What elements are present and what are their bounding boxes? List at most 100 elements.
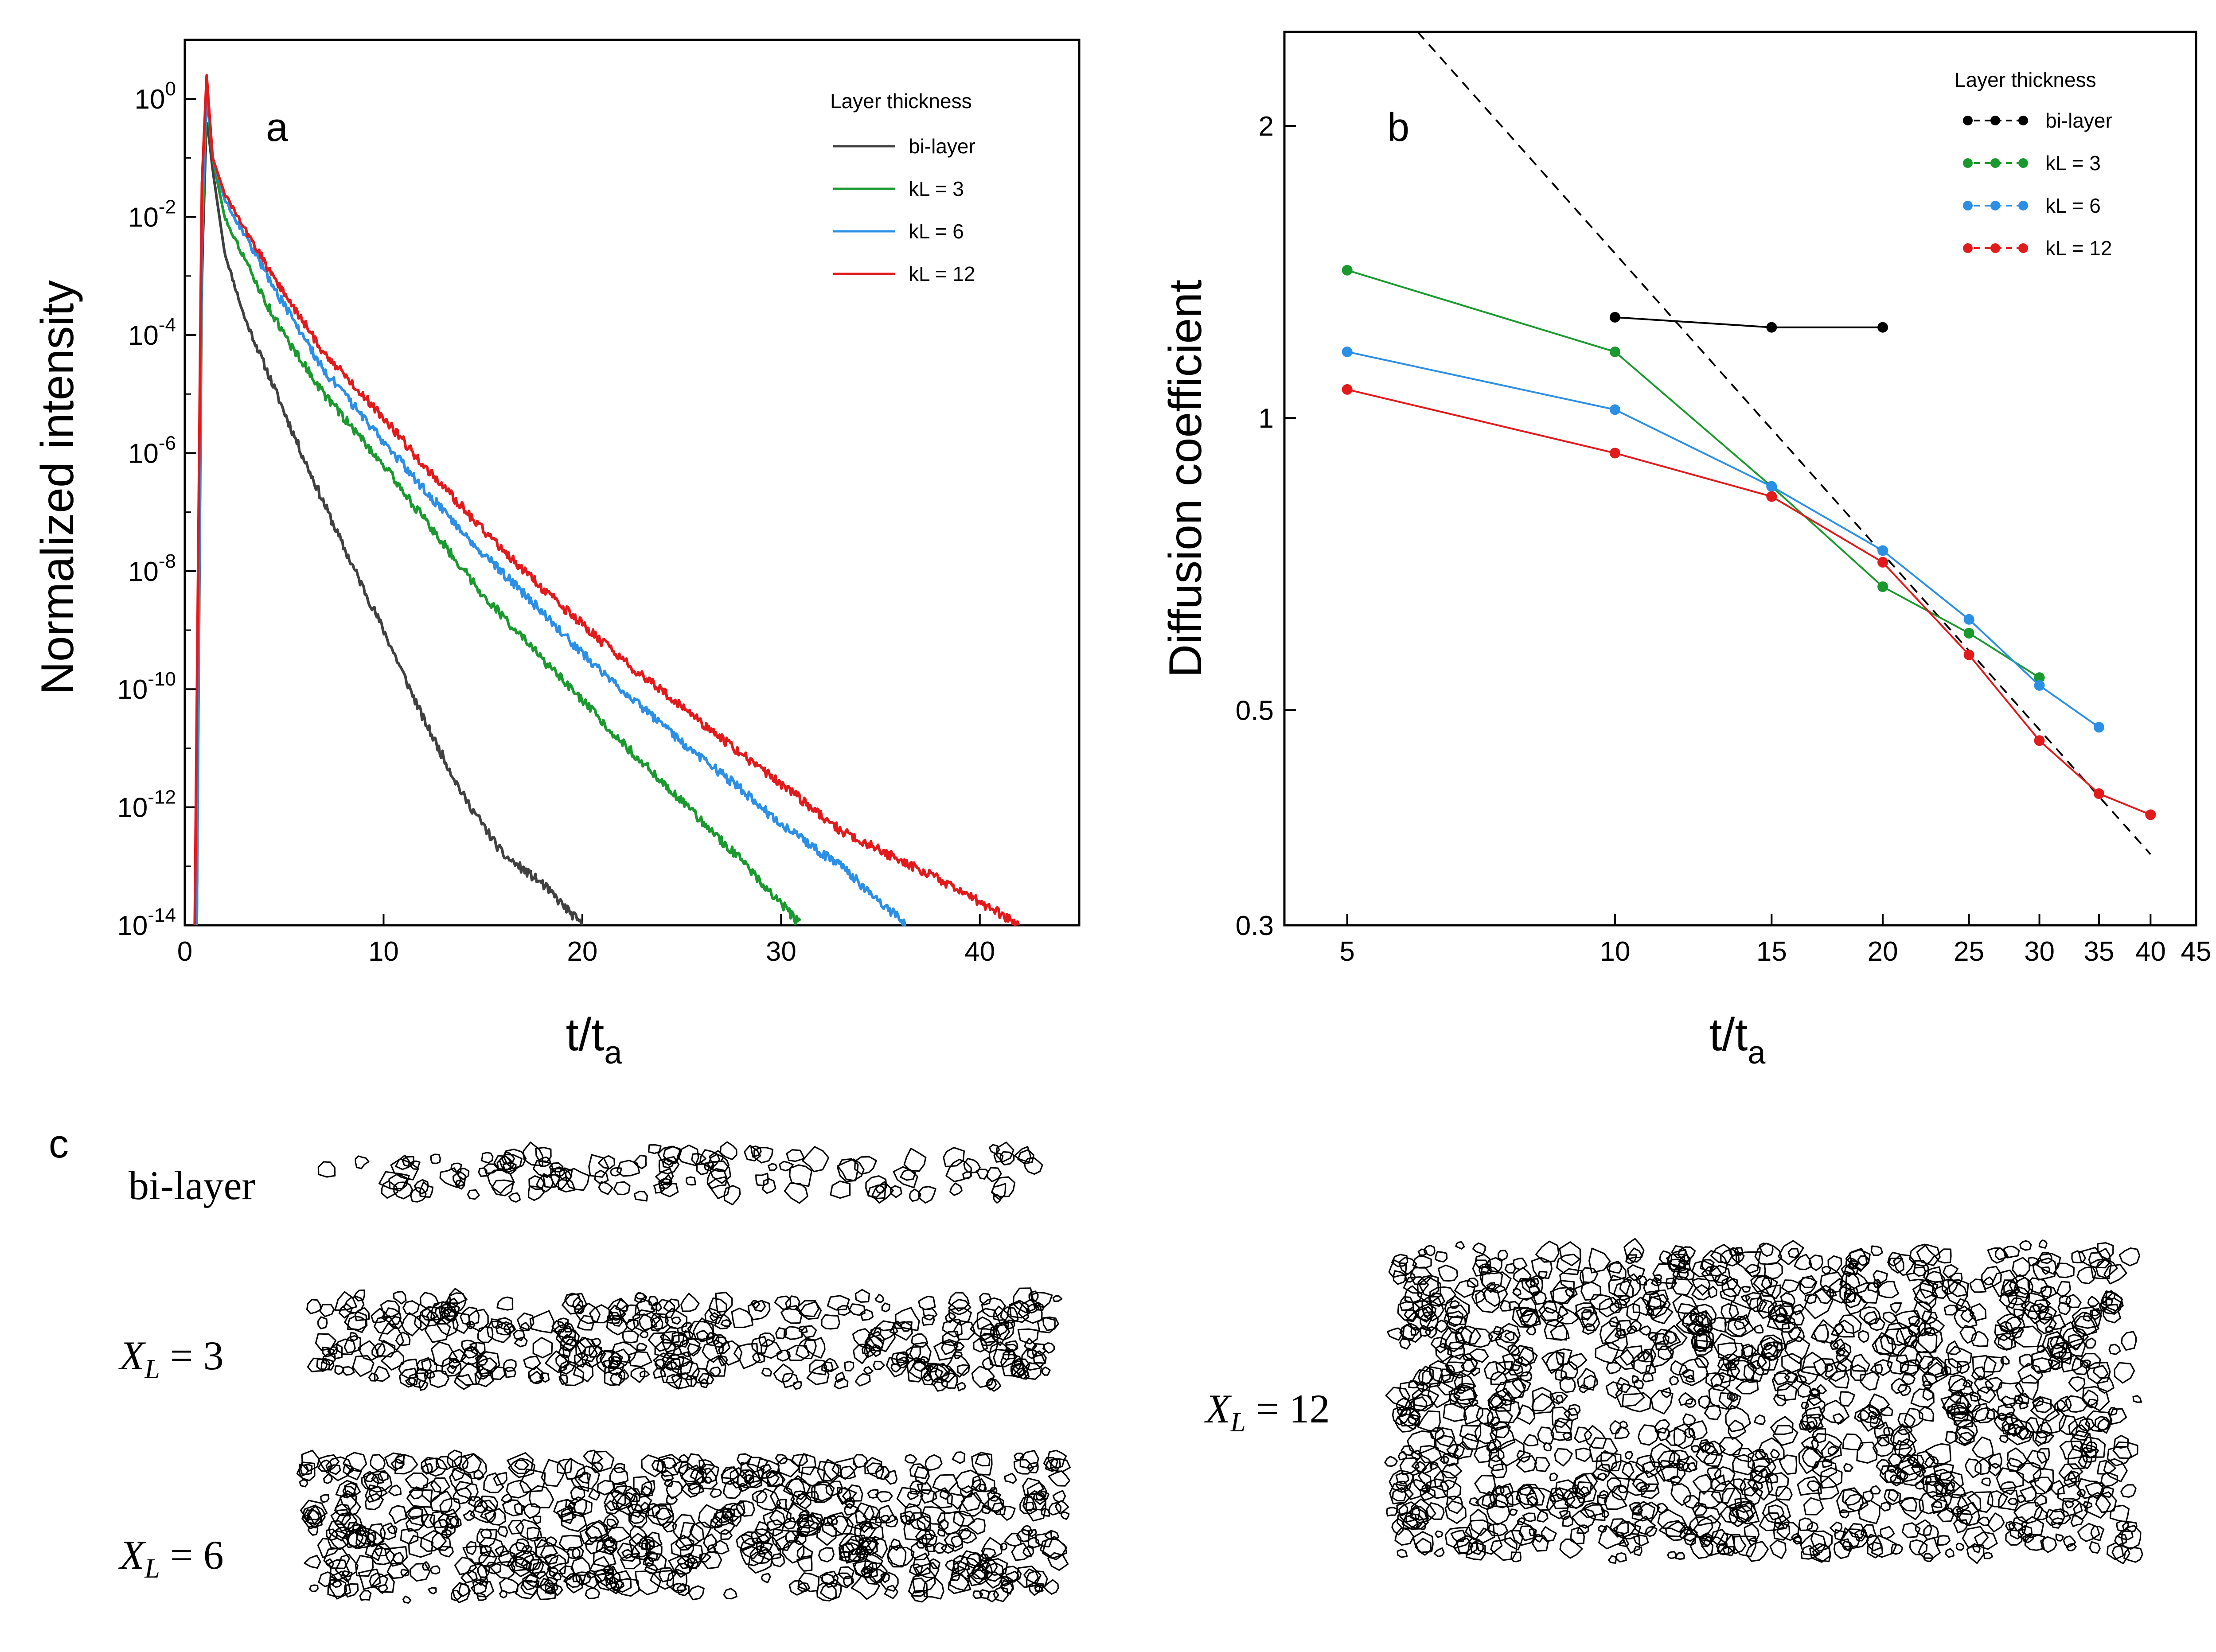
b-y-tick-label: 0.5	[1236, 695, 1274, 726]
panel-c-particle-layers: c bi-layer XL = 3 XL = 6 XL = 12	[49, 1122, 2143, 1604]
b-legend-entry-1: kL = 3	[2045, 152, 2101, 175]
b-series-line-0	[1615, 316, 1883, 328]
sample-label-bilayer: bi-layer	[129, 1163, 255, 1208]
a-y-tick-label: 10-2	[128, 196, 176, 233]
panel-b-y-ticks: 0.3 0.5 1 2	[1236, 111, 1296, 941]
a-y-tick-label: 100	[135, 78, 176, 115]
b-series-line-2	[1347, 351, 2100, 728]
a-series-line-0	[195, 122, 583, 926]
b-legend-dot-0-2	[2018, 116, 2028, 125]
particle-outlines	[317, 1141, 1043, 1205]
particle-layer-xl12	[1384, 1238, 2143, 1564]
b-series-point-2-6	[2093, 722, 2104, 733]
b-legend-dot-0-0	[1963, 116, 1973, 125]
panel-b-x-axis-title: t/ta	[1709, 1009, 1766, 1071]
b-series-point-0-2	[1877, 322, 1888, 333]
a-y-tick-label: 10-8	[128, 550, 176, 587]
b-x-tick-label: 45	[2181, 936, 2212, 967]
b-x-tick-label: 15	[1756, 936, 1787, 967]
b-legend-entry-0: bi-layer	[2045, 109, 2112, 132]
b-y-tick-label: 1	[1259, 403, 1274, 434]
b-legend-dot-1-1	[1990, 158, 2000, 168]
panel-a-legend: Layer thickness bi-layer kL = 3 kL = 6 kL =…	[830, 90, 975, 285]
b-x-tick-label: 40	[2135, 936, 2166, 967]
panel-b-legend-title: Layer thickness	[1955, 68, 2096, 91]
b-legend-dot-1-0	[1963, 158, 1973, 168]
panel-a-series	[193, 74, 1020, 927]
b-series-point-0-1	[1766, 322, 1777, 333]
b-x-tick-label: 35	[2083, 936, 2114, 967]
a-y-tick-label: 10-4	[128, 314, 176, 351]
a-legend-entry-3: kL = 12	[909, 262, 975, 285]
panel-a-x-axis-title: t/ta	[566, 1009, 623, 1071]
particle-layer-xl6	[296, 1449, 1071, 1604]
b-legend-dot-3-0	[1963, 243, 1973, 253]
b-legend-dot-1-2	[2018, 158, 2028, 168]
a-legend-entry-2: kL = 6	[909, 220, 964, 243]
panel-a-label: a	[266, 105, 289, 150]
b-y-tick-label: 0.3	[1236, 911, 1274, 941]
panel-b-label: b	[1387, 105, 1409, 150]
b-legend-entry-3: kL = 12	[2045, 237, 2112, 260]
b-legend-dot-2-0	[1963, 201, 1973, 210]
b-dashed-reference-line	[1417, 31, 2151, 855]
b-series-point-1-1	[1609, 346, 1620, 357]
b-series-point-2-1	[1609, 404, 1620, 415]
b-x-tick-label: 20	[1868, 936, 1898, 967]
b-series-line-3	[1347, 388, 2151, 816]
panel-a-legend-title: Layer thickness	[830, 90, 972, 113]
a-series-line-2	[195, 93, 907, 927]
b-x-tick-label: 25	[1954, 936, 1984, 967]
panel-a-x-ticks: 0 10 20 30 40	[177, 914, 995, 967]
b-legend-entry-2: kL = 6	[2045, 194, 2101, 217]
a-x-tick-label: 10	[368, 936, 399, 967]
sample-label-xl6: XL = 6	[118, 1532, 224, 1584]
b-series-point-3-1	[1609, 448, 1620, 459]
particle-outlines	[306, 1287, 1063, 1392]
b-x-tick-label: 30	[2024, 936, 2055, 967]
b-series-point-3-6	[2093, 788, 2104, 799]
sample-label-xl12: XL = 12	[1204, 1386, 1330, 1438]
panel-b-diffusion-chart: 5 10 15 20 25 30 35 40 45 0.3 0.5 1 2 b Layer thick…	[1160, 31, 2211, 1071]
a-y-tick-label: 10-6	[128, 432, 176, 469]
panel-b-plot-frame	[1283, 31, 2197, 927]
b-x-tick-label: 10	[1600, 936, 1630, 967]
b-series-point-1-5	[2034, 672, 2045, 683]
b-series-point-3-4	[1963, 649, 1974, 660]
particle-outlines	[1384, 1238, 2143, 1564]
b-series-point-2-5	[2034, 680, 2045, 691]
b-series-point-2-2	[1766, 481, 1777, 492]
a-x-tick-label: 30	[766, 936, 796, 967]
panel-b-x-ticks: 5 10 15 20 25 30 35 40 45	[1339, 914, 2211, 967]
b-x-tick-label: 5	[1339, 936, 1354, 967]
a-y-tick-label: 10-10	[117, 668, 176, 705]
panel-a-plot-frame	[183, 39, 1081, 927]
a-y-tick-label: 10-12	[117, 787, 176, 823]
b-series-point-2-0	[1342, 346, 1353, 357]
sample-label-xl3: XL = 3	[118, 1333, 224, 1384]
a-series-line-3	[193, 74, 1020, 927]
b-series-point-1-4	[1963, 627, 1974, 639]
a-y-tick-label: 10-14	[117, 904, 176, 941]
a-x-tick-label: 20	[567, 936, 597, 967]
b-series-point-3-5	[2034, 735, 2045, 746]
b-series-point-3-7	[2145, 809, 2156, 820]
a-series-line-1	[195, 100, 802, 926]
b-series-point-3-0	[1342, 384, 1353, 395]
b-series-point-0-0	[1609, 312, 1620, 323]
b-series-point-1-3	[1877, 581, 1888, 592]
panel-b-legend: Layer thickness bi-layer kL = 3 kL = 6 kL =…	[1955, 68, 2112, 260]
panel-b-y-axis-title: Diffusion coefficient	[1160, 280, 1211, 678]
b-legend-dot-3-1	[1990, 243, 2000, 253]
b-series-point-2-3	[1877, 545, 1888, 556]
a-x-tick-label: 40	[964, 936, 995, 967]
panel-a-y-ticks: 100 10-2 10-4 10-6 10-8 10-10 10-12 10-14	[117, 78, 196, 941]
panel-b-reference-line	[1417, 31, 2151, 855]
a-legend-entry-1: kL = 3	[909, 177, 964, 200]
b-legend-dot-2-1	[1990, 201, 2000, 210]
panel-a-y-axis-title: Normalized intensity	[32, 280, 83, 695]
panel-c-label: c	[49, 1122, 69, 1166]
b-series-point-3-3	[1877, 557, 1888, 568]
particle-layer-bilayer	[317, 1141, 1043, 1205]
